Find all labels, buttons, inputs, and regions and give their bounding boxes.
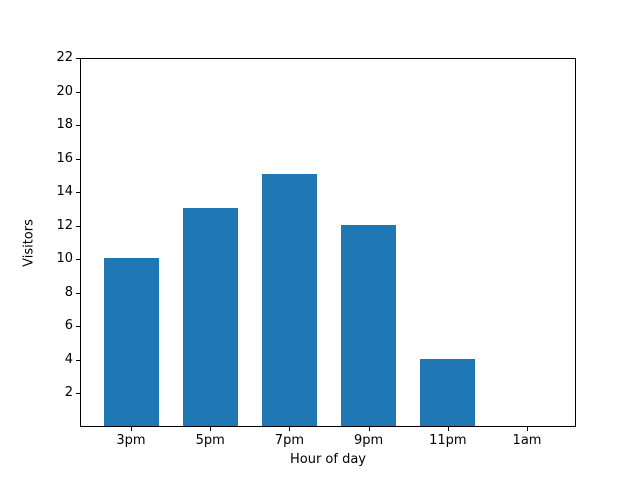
y-tick-mark	[76, 292, 80, 294]
y-tick-mark	[76, 393, 80, 395]
y-tick-label: 12	[56, 217, 73, 233]
x-tick-mark	[368, 427, 370, 431]
y-tick-mark	[76, 158, 80, 160]
y-tick-label: 6	[64, 318, 73, 334]
x-tick-mark	[289, 427, 291, 431]
y-tick-label: 18	[56, 117, 73, 133]
bar-5pm	[182, 208, 238, 426]
x-tick-mark	[210, 427, 212, 431]
y-tick-mark	[76, 91, 80, 93]
x-tick-label-9pm: 9pm	[354, 433, 384, 448]
bar-9pm	[341, 225, 397, 426]
x-tick-label-7pm: 7pm	[274, 433, 304, 448]
y-tick-mark	[76, 225, 80, 227]
y-tick-label: 4	[64, 351, 73, 367]
y-tick-mark	[76, 192, 80, 194]
y-tick-mark	[76, 259, 80, 261]
x-axis-label: Hour of day	[289, 452, 367, 467]
x-tick-mark	[131, 427, 132, 431]
bar-7pm	[261, 174, 317, 426]
y-tick-label: 22	[56, 50, 73, 65]
x-tick-label-3pm: 3pm	[116, 433, 146, 448]
bar-3pm	[103, 258, 159, 426]
y-tick-mark	[76, 125, 80, 127]
y-tick-label: 8	[64, 284, 73, 300]
y-tick-label: 14	[56, 184, 73, 200]
y-tick-label: 2	[64, 385, 73, 401]
y-tick-label: 10	[56, 251, 73, 267]
x-tick-mark	[447, 427, 449, 431]
x-tick-mark	[527, 427, 528, 431]
x-tick-label-11pm: 11pm	[429, 433, 467, 448]
y-tick-mark	[76, 326, 80, 328]
x-tick-label-5pm: 5pm	[195, 433, 225, 448]
x-tick-label-1am: 1am	[512, 433, 542, 448]
plot-area	[80, 58, 576, 427]
y-tick-mark	[76, 359, 80, 361]
y-tick-label: 20	[56, 83, 73, 99]
bar-11pm	[420, 359, 476, 426]
y-tick-mark	[76, 58, 80, 59]
y-tick-label: 16	[56, 150, 73, 166]
